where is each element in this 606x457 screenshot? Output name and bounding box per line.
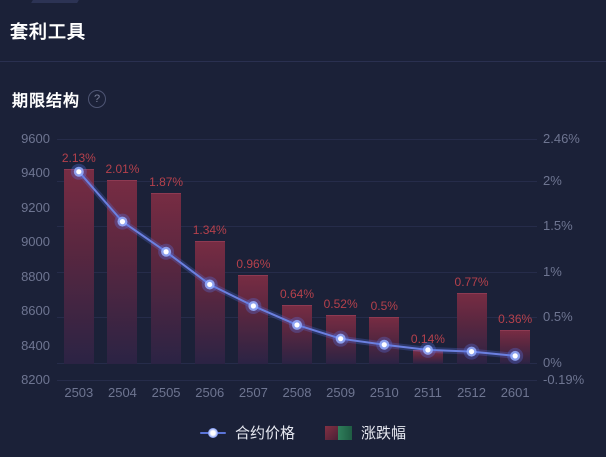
price-point[interactable] [207, 281, 213, 288]
left-axis-tick: 8400 [21, 337, 50, 353]
right-axis-tick: 2.46% [543, 131, 580, 146]
bar-value-label: 0.96% [236, 257, 271, 272]
change-bar[interactable] [194, 240, 225, 364]
help-icon[interactable]: ? [88, 90, 107, 108]
chart-legend: 合约价格 涨跌幅 [0, 422, 606, 443]
grid-line [57, 139, 537, 140]
left-axis-tick: 9200 [21, 199, 50, 215]
legend-label: 涨跌幅 [361, 425, 407, 442]
red-swatch [325, 425, 338, 440]
x-axis-tick: 2505 [151, 385, 181, 400]
plot-area: 2.13% 2.01% 1.87% 1.34% 0.96% 0.64% 0.52% 0.5% 0… [57, 139, 537, 381]
x-axis-tick: 2506 [195, 385, 225, 400]
grid-line [57, 180, 537, 182]
x-axis-tick: 2509 [326, 385, 356, 400]
price-line-layer [70, 163, 524, 364]
change-bar[interactable] [238, 275, 269, 364]
price-point[interactable] [76, 169, 82, 175]
price-point[interactable] [468, 348, 475, 355]
grid-line [57, 226, 537, 228]
section-title: 期限结构 [12, 93, 81, 110]
x-axis-tick: 2508 [282, 385, 312, 400]
grid-line [57, 271, 537, 273]
legend-label: 合约价格 [234, 425, 295, 442]
bar-value-label: 2.01% [105, 161, 140, 176]
green-swatch [338, 425, 352, 440]
section-header: 期限结构 ? [12, 87, 107, 111]
x-axis-tick: 2511 [413, 385, 442, 400]
bar-swatch-icon [325, 425, 352, 440]
x-axis-tick: 2503 [64, 385, 94, 400]
left-axis-tick: 9400 [21, 165, 50, 181]
change-bar[interactable] [151, 192, 182, 364]
bar-value-label: 0.64% [279, 286, 315, 301]
header-divider [0, 61, 606, 62]
left-axis-tick: 9600 [21, 131, 50, 146]
right-axis-tick: 2% [543, 172, 562, 188]
price-point[interactable] [338, 336, 344, 342]
bar-value-label: 0.52% [323, 297, 358, 312]
bar-value-label: 2.13% [61, 151, 96, 165]
x-axis-tick: 2601 [500, 385, 530, 400]
page-header: 套利工具 [10, 18, 86, 44]
bar-value-label: 0.14% [410, 331, 445, 346]
bar-value-label: 0.5% [370, 299, 398, 314]
right-axis-tick: -0.19% [543, 372, 585, 387]
grid-line [57, 380, 537, 381]
x-axis-tick: 2510 [369, 385, 399, 400]
bar-value-label: 1.34% [192, 222, 227, 237]
bar-value-label: 1.87% [149, 174, 184, 189]
bar-value-label: 0.36% [498, 311, 533, 326]
price-point[interactable] [381, 342, 387, 348]
left-axis-tick: 9000 [21, 234, 50, 250]
line-dot-icon [207, 427, 218, 438]
right-axis-tick: 1% [543, 263, 562, 279]
bar-value-label: 0.77% [454, 274, 489, 289]
legend-item-contract-price[interactable]: 合约价格 [199, 422, 295, 443]
right-axis-tick: 0% [543, 354, 562, 370]
price-point[interactable] [512, 353, 518, 359]
price-point[interactable] [425, 347, 431, 353]
left-axis-tick: 8600 [21, 303, 50, 319]
change-bar[interactable] [63, 169, 94, 364]
price-point[interactable] [250, 303, 256, 309]
x-axis-tick: 2507 [238, 385, 268, 400]
left-axis-tick: 8200 [21, 372, 50, 387]
legend-item-change-pct[interactable]: 涨跌幅 [325, 422, 406, 443]
change-bar[interactable] [282, 304, 312, 364]
price-point[interactable] [163, 249, 169, 255]
x-axis-tick: 2512 [457, 385, 486, 400]
line-marker-icon [199, 427, 226, 438]
right-axis-tick: 0.5% [543, 309, 573, 325]
price-point[interactable] [119, 219, 126, 225]
x-axis-tick: 2504 [107, 385, 137, 400]
right-axis-tick: 1.5% [543, 218, 573, 234]
page-title: 套利工具 [10, 22, 86, 42]
price-point[interactable] [294, 322, 300, 328]
left-axis-tick: 8800 [21, 268, 50, 284]
